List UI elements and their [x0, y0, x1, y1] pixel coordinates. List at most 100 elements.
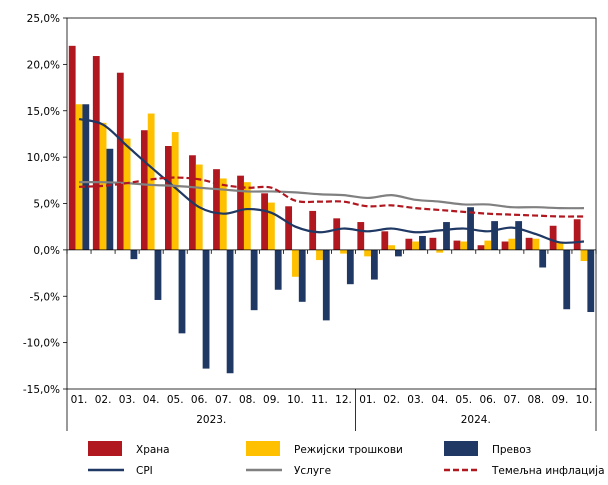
bar	[92, 56, 100, 250]
legend-label: Услуге	[294, 465, 331, 477]
bar	[116, 72, 124, 250]
bar	[388, 245, 396, 250]
bar	[525, 237, 533, 250]
x-tick-label: 05.	[167, 394, 184, 406]
legend-label: Храна	[136, 444, 170, 456]
line-series-0	[78, 118, 585, 244]
bar	[274, 249, 282, 290]
bar	[370, 249, 378, 280]
x-tick-label: 04.	[143, 394, 160, 406]
bar	[165, 146, 172, 250]
bar	[68, 45, 76, 250]
y-tick-label: 15,0%	[27, 106, 60, 118]
x-tick-label: 01.	[359, 394, 376, 406]
bar	[549, 225, 557, 250]
legend: Храна Режијски трошкови Превоз CPI Услуге Тем…	[88, 441, 605, 477]
bar	[412, 241, 420, 250]
bar	[75, 104, 83, 250]
bar	[539, 249, 547, 268]
bar	[285, 206, 293, 250]
legend-item-2: Превоз	[444, 441, 531, 456]
x-tick-label: 01.	[71, 394, 88, 406]
line-series-2	[78, 176, 584, 218]
bar	[405, 238, 413, 250]
y-tick-label: -5,0%	[30, 291, 60, 303]
y-tick-label: 0,0%	[33, 245, 60, 257]
bar	[298, 249, 306, 302]
year-label: 2023.	[196, 414, 226, 426]
x-axis: 01. 02. 03. 04. 05. 06. 07. 08. 09. 10. 11. 12. 01. 0…	[66, 389, 597, 431]
legend-item-1: Режијски трошкови	[246, 441, 403, 456]
bar	[436, 249, 444, 253]
bar-series-0	[68, 45, 581, 250]
bar	[532, 238, 540, 250]
bar	[381, 231, 389, 250]
x-tick-label: 11.	[311, 394, 328, 406]
x-tick-label: 04.	[431, 394, 448, 406]
bar	[202, 249, 210, 369]
bar	[556, 241, 564, 250]
y-tick-label: 20,0%	[27, 59, 60, 71]
y-tick-label: -10,0%	[23, 338, 60, 350]
bar	[213, 169, 220, 250]
bar	[267, 202, 275, 250]
legend-item-4: Услуге	[246, 465, 331, 477]
bar	[508, 238, 516, 250]
bar	[573, 219, 581, 250]
y-axis-ticks: 25,0% 20,0% 15,0% 10,0% 5,0% 0,0% -5,0% -10,0% -…	[23, 13, 67, 396]
year-label: 2024.	[461, 414, 491, 426]
bar	[226, 249, 234, 374]
bar	[491, 221, 498, 250]
bar	[357, 222, 365, 250]
x-tick-label: 10.	[287, 394, 304, 406]
zero-axis	[66, 249, 597, 254]
bar	[453, 240, 461, 250]
line-series-group	[78, 118, 585, 244]
legend-label: Темељна инфлација	[491, 465, 605, 477]
y-tick-label: 5,0%	[33, 199, 60, 211]
bar	[501, 241, 509, 250]
legend-swatch	[444, 441, 478, 456]
bar	[587, 249, 595, 313]
bar	[140, 130, 148, 250]
bar	[515, 221, 523, 250]
bar	[364, 249, 371, 257]
x-tick-label: 06.	[479, 394, 496, 406]
bar	[346, 249, 354, 285]
bar	[154, 249, 162, 300]
legend-label: Режијски трошкови	[294, 444, 403, 456]
bar	[130, 249, 138, 260]
x-tick-label: 05.	[455, 394, 472, 406]
bar	[443, 222, 450, 250]
y-tick-label: -15,0%	[23, 384, 60, 396]
y-tick-label: 25,0%	[27, 13, 60, 25]
bar	[82, 104, 90, 250]
x-tick-label: 09.	[263, 394, 280, 406]
bar	[309, 210, 317, 250]
x-tick-label: 03.	[407, 394, 424, 406]
bar	[261, 193, 268, 250]
bar	[419, 235, 426, 250]
bar	[250, 249, 258, 311]
y-tick-label: 10,0%	[27, 152, 60, 164]
x-tick-label: 10.	[576, 394, 593, 406]
bar	[99, 122, 107, 250]
x-tick-label: 12.	[335, 394, 352, 406]
bar	[106, 148, 114, 250]
x-tick-label: 06.	[191, 394, 208, 406]
x-tick-label: 07.	[503, 394, 520, 406]
x-tick-label: 08.	[239, 394, 256, 406]
x-tick-label: 08.	[528, 394, 545, 406]
bar	[429, 237, 437, 250]
bar-series-group	[68, 45, 595, 374]
bar	[237, 175, 244, 250]
bar	[322, 249, 330, 321]
line-series-1	[79, 180, 584, 210]
x-tick-label: 07.	[215, 394, 232, 406]
legend-item-0: Храна	[88, 441, 170, 456]
legend-label: Превоз	[492, 444, 531, 456]
bar	[123, 138, 131, 250]
bar	[316, 249, 323, 261]
bar	[563, 249, 571, 310]
bar	[580, 249, 588, 262]
